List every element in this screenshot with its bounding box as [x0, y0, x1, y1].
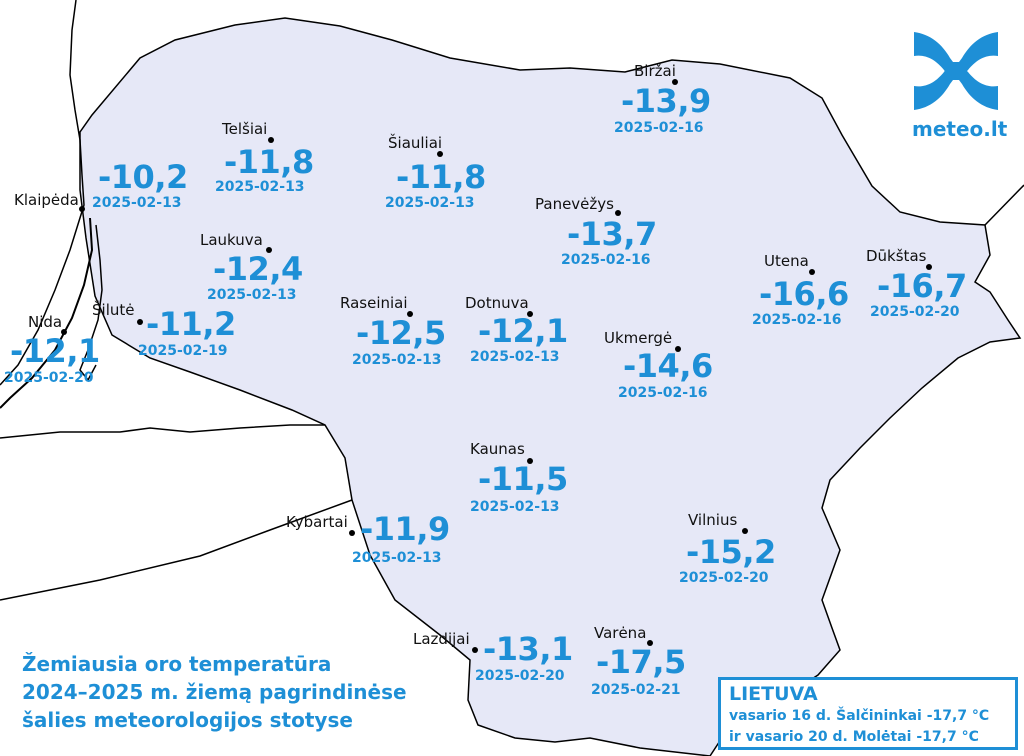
- station-min-temperature: -14,6: [623, 347, 713, 385]
- station-name: Telšiai: [222, 120, 268, 138]
- station-name: Šilutė: [92, 301, 135, 319]
- station-min-temperature: -10,2: [98, 158, 188, 196]
- station-min-temperature: -11,5: [478, 460, 568, 498]
- lagoon-shore: [79, 224, 103, 382]
- station-min-temperature: -16,7: [877, 267, 967, 305]
- station-min-temperature: -16,6: [759, 275, 849, 313]
- caption-line-3: šalies meteorologijos stotyse: [22, 708, 353, 732]
- coastline: [0, 0, 85, 386]
- station-marker-dot: [615, 210, 621, 216]
- station-marker-dot: [407, 311, 413, 317]
- station-min-temperature: -11,8: [224, 143, 314, 181]
- station-date: 2025-02-20: [4, 370, 94, 386]
- station-min-temperature: -13,9: [621, 82, 711, 120]
- station-marker-dot: [472, 647, 478, 653]
- station-min-temperature: -17,5: [596, 643, 686, 681]
- station-min-temperature: -11,9: [360, 510, 450, 548]
- station-date: 2025-02-13: [92, 195, 182, 211]
- station-min-temperature: -11,8: [396, 158, 486, 196]
- station-date: 2025-02-16: [752, 312, 842, 328]
- station-date: 2025-02-20: [679, 570, 769, 586]
- logo-wave-bottom: [914, 66, 998, 110]
- station-min-temperature: -13,7: [567, 215, 657, 253]
- station-marker-dot: [79, 206, 85, 212]
- caption-line-2: 2024–2025 m. žiemą pagrindinėse: [22, 680, 407, 704]
- station-marker-dot: [742, 528, 748, 534]
- station-marker-dot: [647, 640, 653, 646]
- station-date: 2025-02-20: [475, 668, 565, 684]
- meteo-waves-logo: [914, 32, 998, 110]
- station-name: Dūkštas: [866, 247, 927, 265]
- logo-wave-top: [914, 32, 998, 76]
- station-marker-dot: [137, 319, 143, 325]
- latvia-border-east: [984, 184, 1024, 226]
- station-marker-dot: [437, 151, 443, 157]
- lithuania-territory: [79, 17, 1022, 756]
- map-caption: Žemiausia oro temperatūra 2024–2025 m. ž…: [22, 650, 407, 734]
- station-name: Kaunas: [470, 440, 525, 458]
- record-line-2: ir vasario 20 d. Molėtai -17,7 °C: [729, 729, 979, 745]
- poland-border: [0, 499, 353, 601]
- station-date: 2025-02-19: [138, 343, 228, 359]
- station-min-temperature: -13,1: [483, 630, 573, 668]
- national-record-box: LIETUVA vasario 16 d. Šalčininkai -17,7 …: [718, 677, 1018, 750]
- station-marker-dot: [809, 269, 815, 275]
- station-min-temperature: -12,5: [356, 314, 446, 352]
- station-marker-dot: [675, 346, 681, 352]
- station-date: 2025-02-13: [352, 550, 442, 566]
- logo-center-tick: [952, 62, 960, 80]
- station-date: 2025-02-13: [215, 179, 305, 195]
- station-date: 2025-02-16: [561, 252, 651, 268]
- station-date: 2025-02-13: [385, 195, 475, 211]
- station-date: 2025-02-13: [470, 499, 560, 515]
- station-min-temperature: -12,1: [478, 312, 568, 350]
- station-name: Biržai: [634, 62, 676, 80]
- station-name: Nida: [28, 313, 63, 331]
- station-marker-dot: [61, 329, 67, 335]
- station-name: Varėna: [594, 624, 647, 642]
- station-date: 2025-02-16: [618, 385, 708, 401]
- station-name: Šiauliai: [388, 134, 443, 152]
- record-title: LIETUVA: [729, 683, 818, 705]
- kaliningrad-border: [0, 424, 325, 439]
- station-marker-dot: [527, 311, 533, 317]
- station-name: Kybartai: [286, 513, 348, 531]
- station-name: Utena: [764, 252, 809, 270]
- station-min-temperature: -15,2: [686, 533, 776, 571]
- station-date: 2025-02-13: [207, 287, 297, 303]
- station-date: 2025-02-21: [591, 682, 681, 698]
- station-min-temperature: -12,1: [10, 332, 100, 370]
- caption-line-1: Žemiausia oro temperatūra: [22, 652, 332, 676]
- logo-text: meteo.lt: [912, 117, 1008, 141]
- station-name: Raseiniai: [340, 294, 408, 312]
- station-name: Laukuva: [200, 231, 263, 249]
- station-date: 2025-02-16: [614, 120, 704, 136]
- record-line-1: vasario 16 d. Šalčininkai -17,7 °C: [729, 708, 990, 724]
- station-name: Dotnuva: [465, 294, 529, 312]
- station-marker-dot: [266, 247, 272, 253]
- station-date: 2025-02-13: [470, 349, 560, 365]
- station-date: 2025-02-13: [352, 352, 442, 368]
- station-min-temperature: -12,4: [213, 250, 303, 288]
- station-name: Vilnius: [688, 511, 738, 529]
- station-name: Lazdijai: [413, 630, 470, 648]
- station-min-temperature: -11,2: [146, 305, 236, 343]
- station-marker-dot: [349, 530, 355, 536]
- station-marker-dot: [926, 264, 932, 270]
- station-marker-dot: [268, 137, 274, 143]
- station-name: Panevėžys: [535, 195, 614, 213]
- station-name: Klaipėda: [14, 191, 79, 209]
- station-date: 2025-02-20: [870, 304, 960, 320]
- station-marker-dot: [672, 79, 678, 85]
- station-name: Ukmergė: [604, 329, 673, 347]
- station-marker-dot: [527, 458, 533, 464]
